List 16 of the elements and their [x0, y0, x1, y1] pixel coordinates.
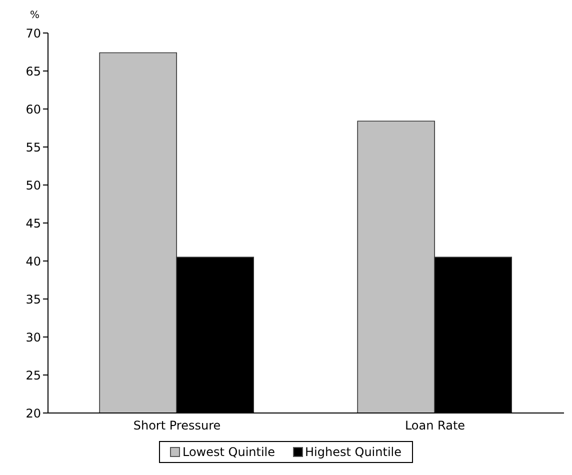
y-tick-label: 60 [26, 102, 41, 116]
legend-label: Lowest Quintile [182, 445, 276, 459]
y-tick-label: 35 [26, 292, 41, 306]
y-tick-label: 65 [26, 64, 41, 78]
y-tick-label: 25 [26, 368, 41, 382]
y-tick-label: 70 [26, 26, 41, 40]
y-tick-label: 40 [26, 254, 41, 268]
y-axis-title: % [30, 10, 40, 21]
y-tick-label: 20 [26, 406, 41, 420]
x-tick-label: Loan Rate [404, 418, 466, 433]
x-tick-label: Short Pressure [133, 418, 221, 433]
legend-label: Highest Quintile [305, 445, 402, 459]
y-tick-label: 30 [26, 330, 41, 344]
y-tick-label: 50 [26, 178, 41, 192]
y-tick-label: 45 [26, 216, 41, 230]
y-tick-label: 55 [26, 140, 41, 154]
